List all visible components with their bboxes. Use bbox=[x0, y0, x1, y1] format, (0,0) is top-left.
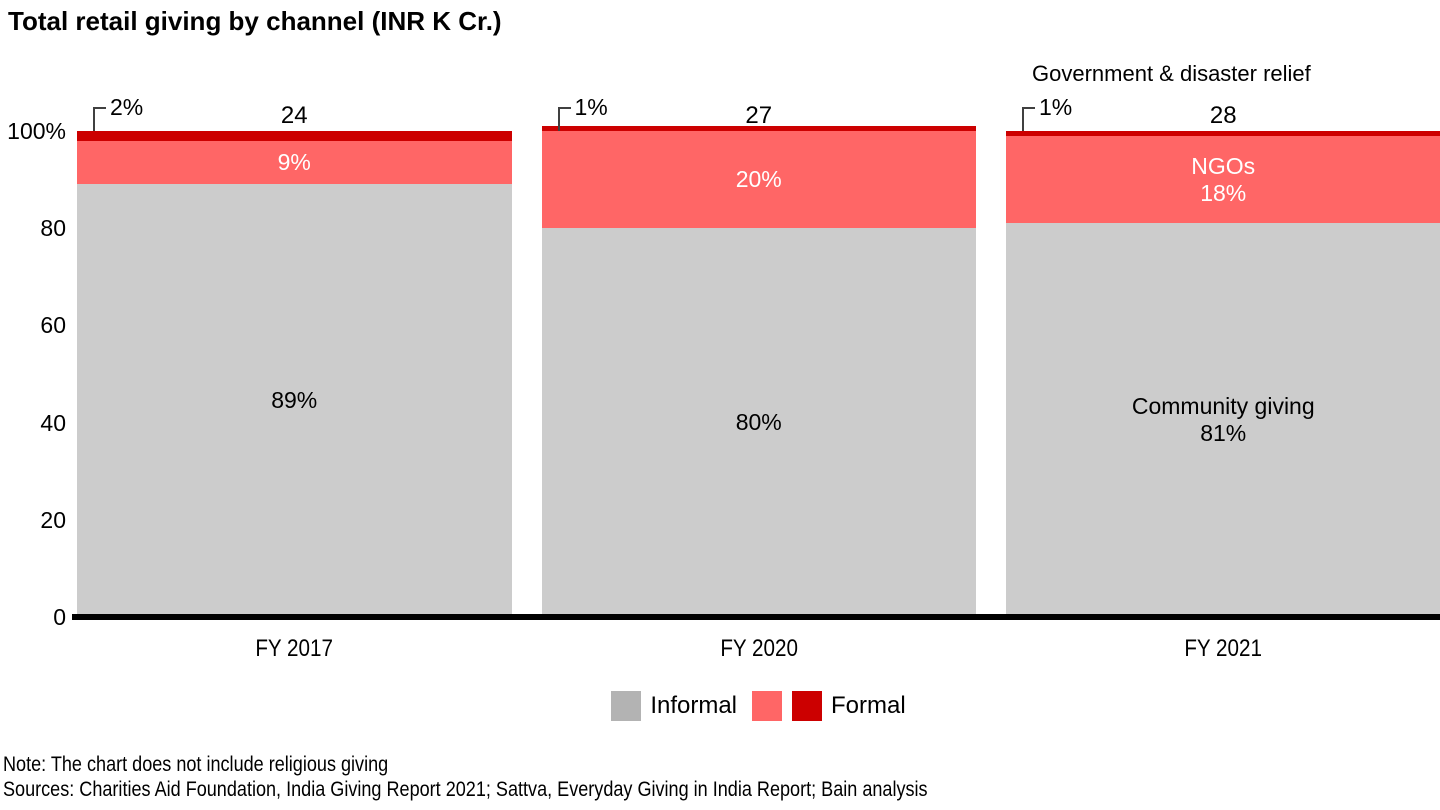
label-line: 89% bbox=[271, 387, 318, 414]
label-line: Community giving bbox=[1131, 393, 1315, 420]
y-tick-label: 60 bbox=[40, 312, 66, 339]
informal-segment-label: Community giving 81% bbox=[1006, 223, 1440, 617]
ngo-segment-label: 20% bbox=[542, 131, 977, 228]
callout-line-vertical bbox=[557, 107, 560, 131]
chart-title: Total retail giving by channel (INR K Cr… bbox=[8, 6, 502, 36]
bar-segment-informal bbox=[1006, 223, 1440, 617]
x-axis-label-text: FY 2020 bbox=[719, 635, 798, 662]
bar-fy-2017: 89% 9% 24 2% FY 2017 bbox=[77, 94, 512, 662]
bar-total-label: 27 bbox=[745, 102, 773, 129]
govt-callout-label: 2% bbox=[110, 94, 144, 120]
x-axis-label: FY 2020 bbox=[542, 636, 977, 662]
bar-segment-informal bbox=[541, 228, 976, 617]
callout-line-horizontal bbox=[1022, 107, 1035, 109]
bar-segment-ngos bbox=[77, 140, 512, 185]
legend-label: Formal bbox=[831, 692, 906, 719]
y-tick-label: 40 bbox=[40, 409, 66, 436]
ngo-segment-label: NGOs 18% bbox=[1006, 136, 1440, 223]
label-line: 18% bbox=[1200, 179, 1247, 206]
bar-segment-govt bbox=[77, 131, 512, 141]
bar-segment-informal bbox=[77, 184, 512, 617]
government-series-annotation: Government & disaster relief bbox=[1032, 61, 1311, 86]
callout-line-vertical bbox=[93, 107, 95, 131]
chart-note-text: Note: The chart does not include religio… bbox=[3, 753, 389, 776]
x-axis-label-text: FY 2017 bbox=[255, 635, 334, 662]
legend-item-formal: Formal bbox=[752, 691, 906, 721]
govt-callout-label: 1% bbox=[1039, 94, 1073, 120]
y-tick-label: 0 bbox=[53, 604, 66, 630]
informal-segment-label: 89% bbox=[77, 184, 512, 617]
x-axis-label-text: FY 2021 bbox=[1184, 635, 1263, 662]
label-line: NGOs bbox=[1191, 152, 1256, 179]
legend-item-informal: Informal bbox=[611, 691, 737, 721]
legend-swatch bbox=[792, 691, 823, 721]
legend-swatch bbox=[752, 691, 783, 721]
y-tick-label: 100% bbox=[7, 118, 66, 144]
label-line: 20% bbox=[735, 166, 782, 193]
x-axis-label: FY 2021 bbox=[1006, 636, 1440, 662]
bar-segment-govt bbox=[541, 126, 976, 131]
callout-line-vertical bbox=[1022, 107, 1024, 131]
bar-segment-ngos bbox=[541, 131, 976, 229]
callout-line-horizontal bbox=[557, 107, 571, 109]
bar-segment-ngos bbox=[1006, 135, 1440, 224]
chart-sources-text: Sources: Charities Aid Foundation, India… bbox=[3, 778, 928, 801]
label-line: 81% bbox=[1200, 420, 1247, 447]
ngo-segment-label: 9% bbox=[77, 141, 512, 185]
label-line: 80% bbox=[735, 409, 782, 436]
legend: Informal Formal bbox=[77, 691, 1440, 721]
informal-segment-label: 80% bbox=[542, 228, 977, 617]
bar-segment-govt bbox=[1006, 131, 1440, 136]
x-axis-label: FY 2017 bbox=[77, 636, 512, 662]
bar-fy-2020: 80% 20% 27 1% FY 2020 bbox=[541, 94, 977, 662]
bar-total-label: 24 bbox=[280, 102, 308, 129]
label-line: 9% bbox=[277, 149, 311, 176]
y-tick-label: 80 bbox=[40, 215, 66, 242]
chart-note: Note: The chart does not include religio… bbox=[3, 752, 451, 777]
y-tick-label: 20 bbox=[40, 506, 66, 533]
chart-sources: Sources: Charities Aid Foundation, India… bbox=[3, 777, 1078, 802]
callout-line-horizontal bbox=[93, 107, 106, 109]
govt-callout-label: 1% bbox=[574, 94, 608, 120]
legend-label: Informal bbox=[650, 692, 738, 719]
bar-fy-2021: Community giving 81% NGOs 18% 28 1% FY 2021 bbox=[1006, 94, 1440, 662]
legend-swatch bbox=[611, 691, 642, 721]
bar-total-label: 28 bbox=[1209, 102, 1237, 129]
x-axis-line bbox=[72, 614, 1440, 620]
plot-area: 89% 9% 24 2% FY 2017 80% 20% 27 1% FY 2020 Communi… bbox=[0, 94, 1440, 662]
